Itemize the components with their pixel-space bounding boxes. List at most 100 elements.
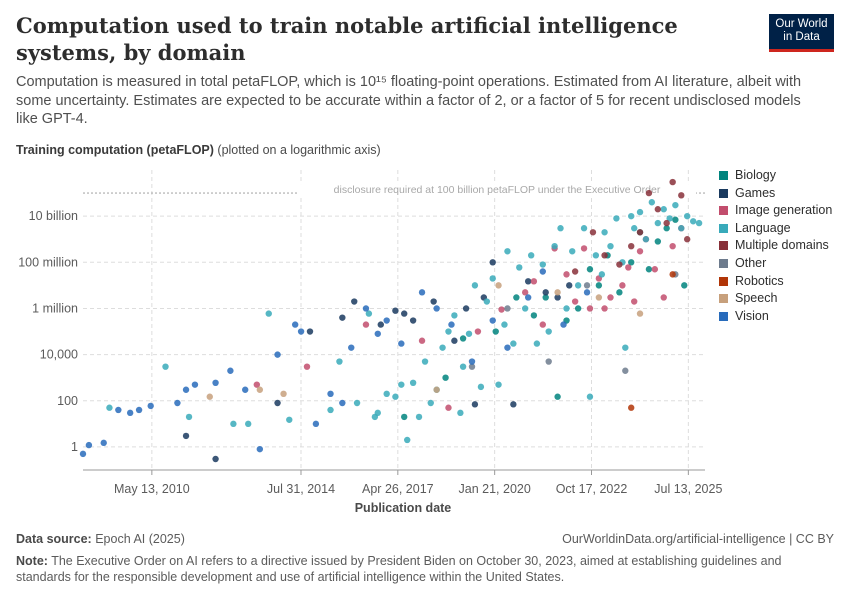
data-point — [554, 294, 561, 301]
data-point — [245, 420, 252, 428]
x-tick-label: Jul 13, 2025 — [654, 482, 722, 496]
data-point — [147, 402, 154, 410]
threshold-label-bg — [298, 184, 696, 196]
data-point — [660, 206, 667, 213]
data-point — [106, 404, 113, 411]
owid-logo[interactable]: Our World in Data — [769, 14, 834, 52]
data-point — [628, 242, 635, 250]
legend-swatch — [719, 276, 728, 286]
data-point — [339, 399, 346, 407]
data-point — [303, 363, 311, 370]
data-point — [418, 337, 426, 344]
legend-label: Other — [735, 255, 767, 270]
legend-swatch — [719, 206, 728, 216]
data-point — [504, 248, 511, 255]
data-point — [392, 393, 399, 400]
data-point — [645, 189, 653, 197]
data-point — [542, 289, 549, 296]
data-point — [530, 278, 538, 285]
legend-label: Image generation — [735, 203, 833, 218]
legend-label: Multiple domains — [735, 238, 829, 253]
data-point — [489, 317, 496, 324]
data-point — [504, 305, 511, 312]
data-point — [683, 212, 691, 220]
legend-swatch — [719, 294, 728, 304]
data-point — [563, 271, 570, 278]
data-point — [459, 363, 467, 370]
logo-line-1: Our World — [775, 18, 828, 30]
logo-bar — [769, 49, 834, 52]
data-point — [654, 206, 662, 213]
data-point — [628, 404, 635, 411]
data-point — [595, 294, 603, 301]
data-point — [654, 238, 662, 245]
y-tick-label: 10 billion — [29, 209, 78, 223]
data-point — [174, 399, 181, 407]
y-tick-label: 1 — [71, 440, 78, 454]
data-point — [212, 379, 219, 387]
data-point — [678, 225, 685, 232]
x-tick-label: Jan 21, 2020 — [459, 482, 531, 496]
data-point — [595, 282, 603, 289]
data-point — [589, 229, 597, 236]
data-point — [291, 321, 299, 328]
data-point — [212, 455, 219, 463]
data-point — [586, 266, 594, 273]
data-point — [495, 282, 502, 289]
footer-url[interactable]: OurWorldinData.org/artificial-intelligen… — [562, 532, 834, 546]
data-point — [574, 282, 582, 289]
data-point — [636, 208, 644, 216]
data-point — [524, 294, 532, 301]
data-point — [613, 215, 620, 222]
data-point — [607, 294, 614, 301]
data-point — [663, 219, 670, 227]
data-point — [362, 305, 370, 312]
data-point — [126, 409, 134, 417]
data-point — [433, 305, 440, 312]
data-source-value[interactable]: Epoch AI (2025) — [95, 532, 185, 546]
data-point — [583, 282, 591, 289]
data-point — [336, 358, 343, 365]
data-point — [648, 199, 656, 206]
data-point — [533, 340, 541, 347]
data-point — [669, 178, 676, 186]
data-point — [398, 381, 405, 388]
x-tick-label: Oct 17, 2022 — [556, 482, 628, 496]
legend-swatch — [719, 171, 728, 180]
data-point — [79, 450, 87, 458]
data-point — [601, 252, 608, 259]
legend-swatch — [719, 311, 728, 321]
data-point — [504, 344, 511, 351]
data-point — [100, 439, 107, 447]
legend-label: Language — [735, 220, 791, 235]
data-point — [392, 307, 399, 314]
data-point — [683, 236, 691, 243]
data-point — [598, 271, 606, 278]
data-point — [563, 305, 570, 312]
data-point — [557, 225, 564, 232]
data-point — [569, 248, 576, 255]
data-point — [607, 242, 614, 250]
chart-subtitle: Computation is measured in total petaFLO… — [16, 74, 802, 127]
data-point — [230, 420, 237, 428]
data-point — [539, 268, 546, 275]
y-axis-label-main: Training computation (petaFLOP) — [16, 143, 214, 157]
legend-label: Robotics — [735, 273, 784, 288]
data-point — [580, 245, 588, 252]
legend-label: Vision — [735, 308, 769, 323]
data-point — [672, 216, 679, 223]
data-point — [672, 201, 679, 209]
data-point — [510, 401, 517, 408]
data-point — [642, 236, 650, 243]
data-point — [583, 289, 591, 296]
data-point — [501, 321, 508, 328]
data-point — [185, 413, 193, 421]
data-point — [442, 374, 449, 381]
series-multiple-domains — [571, 178, 691, 275]
y-tick-label: 100 — [57, 394, 78, 408]
data-point — [636, 229, 644, 236]
data-point — [601, 229, 608, 236]
data-point — [539, 321, 546, 328]
series-language — [106, 199, 703, 444]
